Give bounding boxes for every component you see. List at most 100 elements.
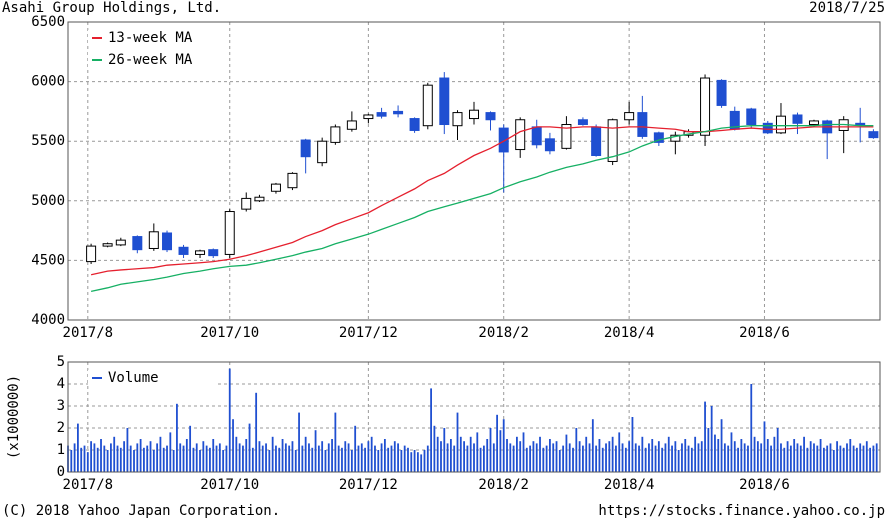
volume-bar [852,445,855,472]
candle-body [254,196,265,202]
volume-bar [803,436,805,472]
volume-bar [123,441,126,472]
volume-bar [278,447,281,472]
volume-bar [730,432,733,472]
volume-bar [723,443,726,472]
volume-bar [430,388,432,472]
volume-bar [209,447,211,472]
candle-body [178,246,189,255]
volume-bar [416,452,419,472]
x-tick-label: 2017/10 [200,477,259,493]
volume-bar [179,443,182,472]
volume-bar [552,443,555,472]
volume-bar [813,443,815,472]
candle-body [270,183,281,192]
volume-bar [747,445,749,472]
volume-bar [776,428,779,472]
volume-bar [836,441,838,472]
x-tick-label: 2017/12 [339,325,398,341]
volume-bar [370,436,373,472]
date: 2018/7/25 [809,0,885,16]
volume-bar [535,443,538,472]
volume-bar [859,443,862,472]
volume-bar [291,441,294,472]
candle-body [515,119,526,151]
volume-bar [865,441,868,472]
volume-bar [169,432,172,472]
volume-bar [816,445,819,472]
volume-bar [238,443,241,472]
volume-bar [786,441,789,472]
volume-bar [248,423,251,472]
volume-bar [317,445,320,472]
volume-bar [268,450,271,472]
volume-bar [420,454,423,472]
candle-body [775,115,786,134]
volume-bar [763,421,766,472]
y-tick-label: 6500 [31,14,65,30]
volume-bar [598,439,601,472]
volume-bar [532,441,535,472]
x-tick-label: 2018/6 [739,477,790,493]
volume-bar [608,441,611,472]
volume-bar [618,432,621,472]
volume-bar [572,447,574,472]
candle-body [330,126,341,143]
volume-bar [555,441,558,472]
candle-body [577,119,588,126]
volume-bar [199,450,201,472]
volume-bar [453,445,456,472]
volume-bar [440,441,442,472]
y-tick-label: 2 [57,420,65,436]
volume-bar [446,443,449,472]
volume-bar [77,423,79,472]
chart-title: Asahi Group Holdings, Ltd. [2,0,221,16]
volume-bar [483,445,485,472]
volume-bar [327,443,330,472]
legend-label: Volume [108,370,159,386]
volume-bar [690,447,693,472]
volume-bar [126,428,129,472]
volume-bar [463,441,465,472]
candle-body [498,127,509,153]
source-url: https://stocks.finance.yahoo.co.jp [598,503,885,519]
volume-bar [753,436,756,472]
volume-bar [664,443,667,472]
volume-bar [720,419,723,472]
volume-bar [585,436,588,472]
volume-bar [212,439,215,472]
volume-bar [733,441,736,472]
volume-bar [648,443,650,472]
volume-bar [337,445,340,472]
volume-bar [628,441,631,472]
volume-bar [357,445,360,472]
volume-bar [176,403,178,472]
x-tick-label: 2017/10 [200,325,259,341]
candle-body [670,134,681,142]
ma-line [90,123,874,293]
x-tick-label: 2017/8 [63,477,114,493]
volume-bar [218,443,221,472]
volume-bar [806,447,809,472]
candle-body [700,77,711,136]
volume-bar [294,450,297,472]
legend-bg [88,52,218,68]
volume-bar [479,447,482,472]
volume-bar [106,450,109,472]
volume-bar [525,447,528,472]
candle-body [162,232,173,251]
legend-bg [88,370,218,386]
volume-bar [423,450,426,472]
volume-bar [796,443,799,472]
volume-bar [172,450,175,472]
volume-bar [205,445,208,472]
volume-bar [799,445,802,472]
volume-bar [410,452,413,472]
candle-body [716,79,727,106]
volume-bar [489,428,492,472]
volume-bar [595,445,598,472]
candle-body [317,140,328,164]
volume-bar [162,447,165,472]
volume-bar [235,436,238,472]
